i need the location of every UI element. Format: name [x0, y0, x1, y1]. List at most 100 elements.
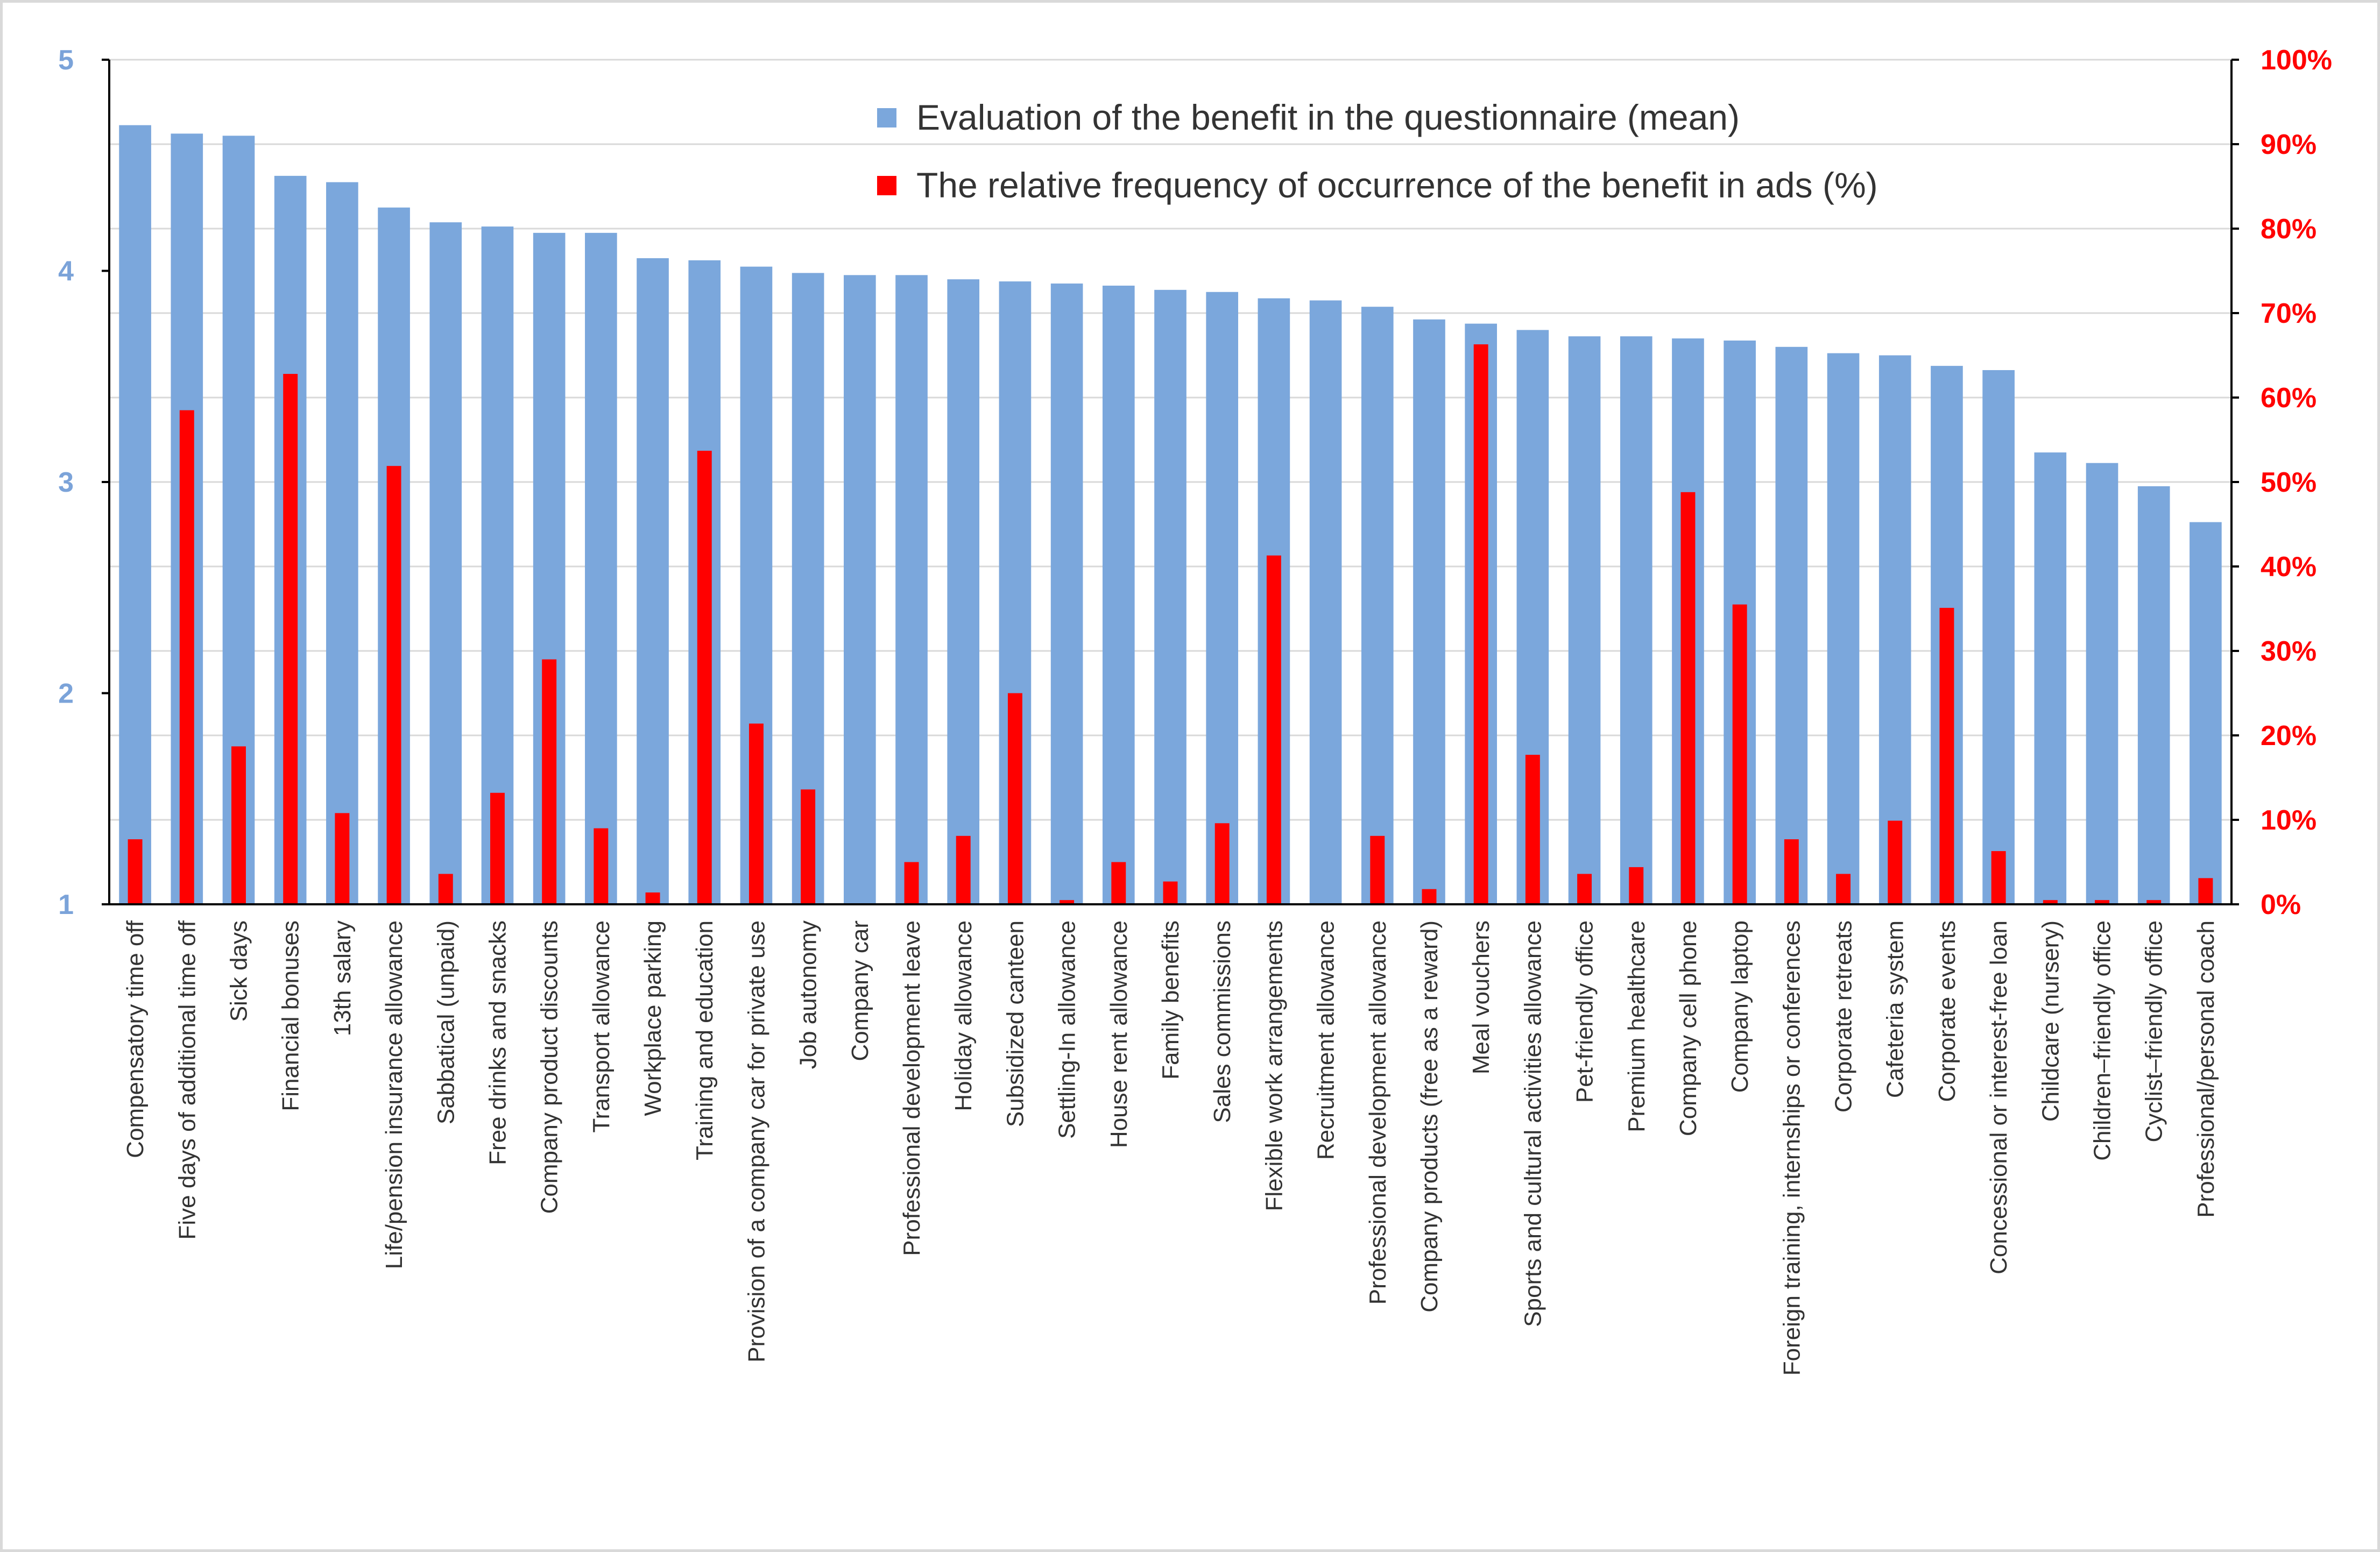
- bar-frequency: [438, 874, 453, 904]
- x-tick-label: Subsidized canteen: [1002, 920, 1028, 1127]
- x-tick-label: Flexible work arrangements: [1261, 920, 1287, 1211]
- x-tick-label: Professional/personal coach: [2193, 920, 2219, 1218]
- bar-mean: [2086, 463, 2118, 904]
- bar-frequency: [748, 724, 764, 904]
- bar-frequency: [904, 862, 919, 904]
- bar-mean: [895, 275, 928, 905]
- bar-frequency: [1111, 862, 1126, 904]
- bar-frequency: [1629, 867, 1644, 904]
- bar-frequency: [1266, 555, 1281, 904]
- bar-mean: [1413, 319, 1445, 904]
- bar-frequency: [2198, 878, 2213, 904]
- x-tick-label: 13th salary: [329, 920, 356, 1036]
- x-tick-label: Workplace parking: [640, 920, 666, 1116]
- bar-frequency: [2095, 900, 2109, 904]
- axes: [102, 59, 2239, 905]
- bar-frequency: [386, 466, 401, 904]
- bar-mean: [2190, 522, 2222, 904]
- bar-frequency: [2043, 900, 2058, 904]
- x-tick-label: Sports and cultural activities allowance: [1520, 920, 1546, 1327]
- bar-frequency: [1007, 693, 1022, 904]
- bar-frequency: [1370, 835, 1385, 904]
- bar-mean: [119, 125, 151, 904]
- x-tick-label: Premium healthcare: [1623, 920, 1650, 1132]
- bar-chart: 123450%10%20%30%40%50%60%70%80%90%100%Co…: [58, 45, 2332, 1376]
- x-tick-label: Company laptop: [1727, 920, 1753, 1093]
- bar-frequency: [1991, 851, 2006, 904]
- bar-frequency: [1732, 604, 1747, 904]
- bar-frequency: [542, 659, 557, 904]
- bar-mean: [637, 258, 669, 905]
- x-tick-label: Provision of a company car for private u…: [743, 920, 769, 1363]
- x-tick-label: Free drinks and snacks: [484, 920, 511, 1165]
- legend-swatch-mean: [877, 108, 896, 127]
- bar-frequency: [1060, 900, 1075, 904]
- x-tick-label: Company products (free as a reward): [1416, 920, 1443, 1313]
- bar-frequency: [697, 450, 712, 904]
- x-tick-label: Pet-friendly office: [1572, 920, 1598, 1103]
- y-tick-label-right: 100%: [2261, 45, 2332, 76]
- bar-mean: [1775, 346, 1808, 904]
- bar-mean: [481, 226, 514, 905]
- bar-mean: [1361, 307, 1394, 904]
- bar-frequency: [1836, 874, 1851, 904]
- bar-frequency: [335, 813, 350, 904]
- y-tick-label-right: 0%: [2261, 889, 2301, 920]
- bar-mean: [1309, 300, 1342, 905]
- bar-frequency: [490, 792, 505, 904]
- x-tick-label: Concessional or interest-free loan: [1986, 920, 2012, 1274]
- bar-frequency: [1422, 889, 1437, 904]
- bar-frequency: [1939, 607, 1954, 904]
- y-tick-label-right: 20%: [2261, 720, 2317, 752]
- bar-frequency: [1888, 820, 1903, 904]
- x-tick-label: Family benefits: [1157, 920, 1184, 1080]
- y-tick-label-left: 1: [58, 889, 74, 920]
- bar-mean: [2137, 486, 2170, 904]
- x-tick-label: Children–friendly office: [2089, 920, 2116, 1161]
- bar-frequency: [1680, 492, 1696, 904]
- bar-mean: [844, 275, 876, 905]
- x-tick-label: Sales commissions: [1209, 920, 1235, 1123]
- bar-mean: [1206, 292, 1239, 904]
- x-tick-label: Settling-In allowance: [1054, 920, 1080, 1139]
- bar-mean: [1050, 284, 1083, 904]
- bar-frequency: [801, 789, 816, 904]
- x-tick-label: Corporate retreats: [1831, 920, 1857, 1112]
- bar-frequency: [1525, 755, 1540, 904]
- bar-mean: [1620, 336, 1652, 904]
- bar-mean: [2034, 452, 2067, 904]
- x-tick-label: Company product discounts: [536, 920, 563, 1214]
- bar-frequency: [179, 410, 194, 904]
- labels: 123450%10%20%30%40%50%60%70%80%90%100%Co…: [58, 45, 2332, 1376]
- x-tick-label: Sabbatical (unpaid): [433, 920, 459, 1124]
- legend-label-mean: Evaluation of the benefit in the questio…: [916, 97, 1740, 137]
- bars: [119, 125, 2222, 905]
- y-tick-label-right: 50%: [2261, 467, 2317, 498]
- x-tick-label: Childcare (nursery): [2037, 920, 2064, 1122]
- bar-mean: [429, 222, 462, 905]
- bar-mean: [585, 232, 617, 905]
- x-tick-label: Company car: [847, 920, 873, 1061]
- bar-frequency: [1214, 823, 1230, 904]
- y-tick-label-right: 40%: [2261, 551, 2317, 583]
- bar-mean: [947, 279, 980, 905]
- bar-mean: [1154, 289, 1187, 905]
- bar-frequency: [283, 374, 298, 904]
- bar-frequency: [594, 828, 609, 904]
- x-tick-label: Compensatory time off: [122, 920, 149, 1158]
- x-tick-label: Five days of additional time off: [174, 920, 200, 1239]
- bar-frequency: [2146, 900, 2162, 904]
- x-tick-label: Cyclist–friendly office: [2141, 920, 2167, 1142]
- x-tick-label: Life/pension insurance allowance: [381, 920, 407, 1269]
- legend-swatch-frequency: [877, 176, 896, 195]
- x-tick-label: House rent allowance: [1106, 920, 1132, 1148]
- bar-frequency: [231, 746, 246, 904]
- bar-frequency: [1577, 874, 1592, 904]
- y-tick-label-right: 70%: [2261, 298, 2317, 329]
- bar-mean: [1878, 355, 1911, 904]
- y-tick-label-left: 2: [58, 678, 74, 710]
- x-tick-label: Training and education: [691, 920, 718, 1160]
- x-tick-label: Job autonomy: [795, 920, 822, 1069]
- bar-mean: [326, 182, 358, 904]
